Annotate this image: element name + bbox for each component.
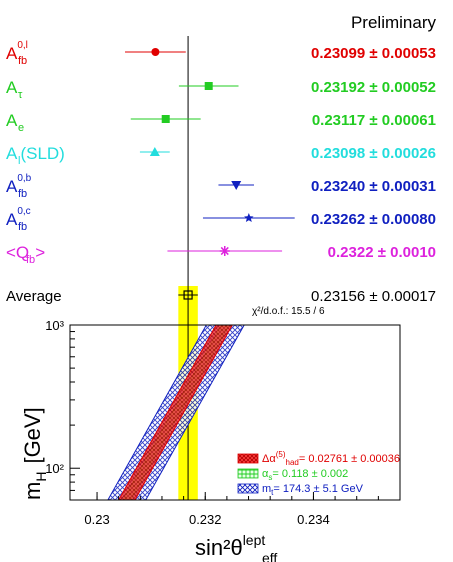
legend-entry-mt: mt= 174.3 ± 5.1 GeV — [237, 483, 364, 497]
measurement-row: <Qfb> 0.2322 ± 0.0010 — [6, 243, 436, 266]
measurement-label: A0,l fb — [6, 40, 28, 67]
average-label: Average — [6, 288, 62, 305]
label-main: A — [6, 144, 18, 163]
label-sub: e — [18, 122, 24, 134]
measurement-value: 0.2322 ± 0.0010 — [328, 244, 436, 261]
legend-text: mt= 174.3 ± 5.1 GeV — [262, 483, 364, 497]
label-sup: 0,b — [17, 173, 31, 184]
x-tick-label: 0.232 — [189, 512, 222, 527]
square-marker — [204, 82, 213, 90]
label-suffix: > — [35, 243, 45, 262]
measurement-value: 0.23117 ± 0.00061 — [312, 112, 436, 129]
measurement-value: 0.23240 ± 0.00031 — [311, 178, 436, 195]
measurement-row: Ae 0.23117 ± 0.00061 — [6, 111, 436, 134]
square-marker — [161, 115, 170, 123]
measurement-row: A0,b fb 0.23240 ± 0.00031 — [6, 173, 436, 200]
label-sub: τ — [18, 89, 23, 101]
label-main: A — [6, 78, 18, 97]
label-sub: l — [18, 155, 20, 167]
legend-swatch — [237, 483, 259, 494]
measurement-label: Al(SLD) — [6, 144, 65, 167]
average-marker — [183, 290, 193, 300]
star-marker — [244, 213, 254, 223]
measurement-value: 0.23098 ± 0.00026 — [311, 145, 436, 162]
y-axis-label: mH[GeV] — [20, 407, 49, 500]
label-main: <Q — [6, 243, 29, 262]
measurement-value: 0.23099 ± 0.00053 — [311, 45, 436, 62]
x-tick-label: 0.23 — [84, 512, 109, 527]
label-sub: fb — [26, 254, 35, 266]
mh-sensitivity-panel: 0.23 0.232 0.234 10² 10³ sin²θlept eff mH[GeV] Δ… — [20, 318, 401, 562]
label-sup: 0,c — [17, 206, 30, 217]
measurement-row: Al(SLD) 0.23098 ± 0.00026 — [6, 144, 436, 167]
legend-entry-alphas: αs= 0.118 ± 0.002 — [237, 468, 348, 482]
measurement-label: Ae — [6, 111, 24, 134]
triangle-up-marker — [149, 147, 160, 156]
label-sub: fb — [18, 221, 27, 233]
label-sub: fb — [18, 55, 27, 67]
label-main: A — [6, 44, 18, 63]
preliminary-label: Preliminary — [351, 13, 437, 32]
circle-marker — [151, 48, 160, 56]
legend-entry-dalpha: Δα(5)had= 0.02761 ± 0.00036 — [237, 450, 400, 467]
x-axis-label: sin²θlept eff — [195, 532, 277, 562]
asterisk-stroke — [220, 246, 229, 256]
legend-text: αs= 0.118 ± 0.002 — [262, 468, 348, 482]
legend-text: Δα(5)had= 0.02761 ± 0.00036 — [262, 450, 400, 467]
measurement-label: Aτ — [6, 78, 23, 101]
measurement-label: A0,b fb — [6, 173, 32, 200]
label-main: A — [6, 177, 18, 196]
mh-plot-frame — [69, 324, 401, 501]
measurement-value: 0.23262 ± 0.00080 — [311, 211, 436, 228]
measurement-row: A0,c fb 0.23262 ± 0.00080 — [6, 206, 436, 233]
label-main: A — [6, 210, 18, 229]
average-value: 0.23156 ± 0.00017 — [311, 288, 436, 305]
chi2-label: χ²/d.o.f.: 15.5 / 6 — [252, 306, 325, 317]
measurement-value: 0.23192 ± 0.00052 — [311, 79, 436, 96]
measurement-label: A0,c fb — [6, 206, 31, 233]
label-suffix: (SLD) — [20, 144, 64, 163]
y-tick-label: 10² — [45, 461, 64, 476]
label-sub: fb — [18, 188, 27, 200]
y-tick-label: 10³ — [45, 318, 64, 333]
label-sup: 0,l — [17, 40, 28, 51]
x-tick-label: 0.234 — [297, 512, 330, 527]
mh-bands — [107, 325, 245, 500]
measurement-row: Aτ 0.23192 ± 0.00052 — [6, 78, 436, 101]
measurement-row: A0,l fb 0.23099 ± 0.00053 — [6, 40, 436, 67]
triangle-down-marker — [231, 181, 242, 190]
measurement-label: <Qfb> — [6, 243, 45, 266]
band-dalpha — [118, 325, 233, 500]
legend-swatch — [237, 453, 259, 464]
label-main: A — [6, 111, 18, 130]
legend-swatch — [237, 468, 259, 479]
